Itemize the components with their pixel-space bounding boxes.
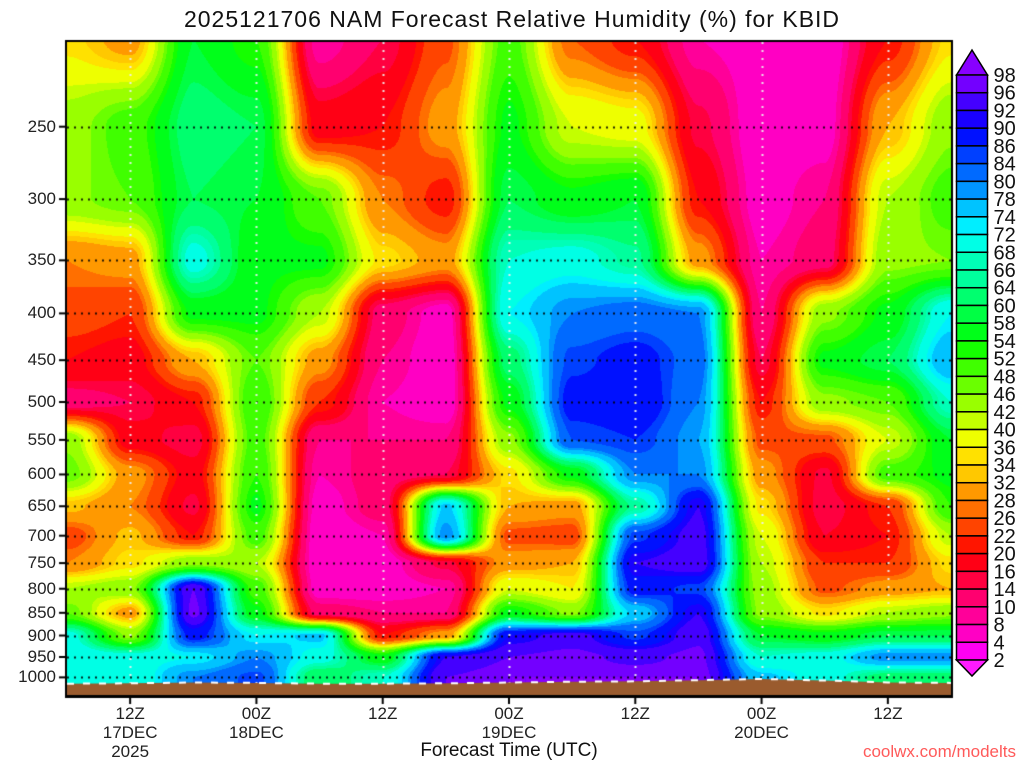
pressure-tick-label: 950	[27, 647, 56, 666]
colorbar-cell	[955, 446, 989, 466]
colorbar-tick-label: 14	[994, 579, 1016, 601]
colorbar-tick-label: 92	[994, 100, 1016, 122]
colorbar-tick-label: 98	[994, 65, 1016, 87]
colorbar-tick-label: 48	[994, 366, 1016, 388]
colorbar-cell	[955, 180, 989, 200]
colorbar-tick-label: 42	[994, 402, 1016, 424]
time-tick-label: 00Z 19DEC	[481, 704, 537, 742]
colorbar-cell	[955, 375, 989, 395]
colorbar-tick-label: 20	[994, 544, 1016, 566]
colorbar-cell	[955, 570, 989, 590]
time-tick-label: 12Z	[368, 704, 398, 723]
time-tick-label: 00Z 20DEC	[734, 704, 789, 742]
colorbar-tick-label: 8	[994, 615, 1005, 637]
colorbar-tick-label: 28	[994, 490, 1016, 512]
pressure-tick-label: 850	[27, 602, 56, 622]
colorbar-tick-label: 32	[994, 473, 1016, 495]
pressure-tick-label: 1000	[18, 667, 56, 687]
colorbar-cell	[955, 216, 989, 236]
time-tick-label: 12Z	[620, 704, 650, 723]
colorbar-cell	[955, 74, 989, 94]
colorbar-cell	[955, 198, 989, 218]
pressure-tick-label: 400	[27, 303, 56, 323]
colorbar-tick-label: 34	[994, 455, 1016, 477]
colorbar-arrow-high	[955, 48, 989, 76]
colorbar-tick-label: 66	[994, 260, 1016, 282]
x-axis-title: Forecast Time (UTC)	[420, 740, 598, 761]
colorbar-cell	[955, 91, 989, 112]
colorbar-cell	[955, 233, 989, 254]
pressure-tick-label: 350	[27, 250, 56, 270]
colorbar-tick-label: 36	[994, 437, 1016, 459]
pressure-tick-label: 500	[27, 392, 56, 412]
colorbar-cell	[955, 535, 989, 555]
colorbar-cell	[955, 251, 989, 271]
pressure-tick-label: 800	[27, 578, 56, 598]
colorbar-cell	[955, 304, 989, 324]
colorbar-tick-label: 90	[994, 118, 1016, 140]
colorbar-tick-label: 54	[994, 331, 1016, 353]
colorbar: 9896929086848078747268666460585452484642…	[954, 48, 1016, 678]
colorbar-cell	[955, 606, 989, 626]
colorbar-arrow-low	[954, 659, 990, 678]
colorbar-cell	[955, 357, 989, 378]
colorbar-cell	[955, 411, 989, 431]
colorbar-tick-label: 26	[994, 508, 1016, 530]
colorbar-cell	[955, 162, 989, 183]
colorbar-tick-label: 60	[994, 295, 1016, 317]
pressure-tick-label: 900	[27, 625, 56, 645]
colorbar-tick-label: 2	[994, 650, 1005, 672]
colorbar-cell	[955, 269, 989, 289]
colorbar-tick-label: 74	[994, 207, 1016, 229]
colorbar-cell	[955, 499, 989, 519]
time-tick-label: 00Z 18DEC	[229, 704, 284, 742]
pressure-tick-label: 300	[27, 189, 56, 209]
colorbar-cell	[955, 588, 989, 608]
pressure-tick-label: 250	[27, 116, 56, 136]
colorbar-tick-label: 40	[994, 420, 1016, 442]
colorbar-tick-label: 72	[994, 225, 1016, 247]
colorbar-cell	[955, 517, 989, 537]
colorbar-tick-label: 78	[994, 189, 1016, 211]
colorbar-tick-label: 86	[994, 136, 1016, 158]
colorbar-tick-label: 68	[994, 242, 1016, 264]
pressure-tick-label: 550	[27, 429, 56, 449]
colorbar-cell	[955, 340, 989, 360]
colorbar-tick-label: 52	[994, 349, 1016, 371]
colorbar-cell	[955, 623, 989, 644]
colorbar-tick-label: 22	[994, 526, 1016, 548]
colorbar-tick-label: 4	[994, 632, 1005, 654]
watermark-text: coolwx.com/modelts	[862, 742, 1016, 761]
colorbar-tick-label: 16	[994, 561, 1016, 583]
colorbar-cell	[955, 286, 989, 307]
colorbar-cell	[955, 641, 989, 661]
colorbar-cell	[955, 393, 989, 413]
time-tick-label: 12Z	[873, 704, 903, 723]
colorbar-cell	[955, 127, 989, 147]
colorbar-tick-label: 46	[994, 384, 1016, 406]
colorbar-tick-label: 58	[994, 313, 1016, 335]
pressure-tick-label: 450	[27, 350, 56, 370]
pressure-tick-label: 600	[27, 464, 56, 484]
chart-title: 2025121706 NAM Forecast Relative Humidit…	[183, 6, 841, 32]
colorbar-cell	[955, 464, 989, 484]
colorbar-tick-label: 64	[994, 278, 1016, 300]
colorbar-cell	[955, 145, 989, 165]
colorbar-cell	[955, 428, 989, 449]
colorbar-tick-label: 80	[994, 171, 1016, 193]
colorbar-tick-label: 96	[994, 83, 1016, 105]
pressure-tick-label: 750	[27, 553, 56, 573]
colorbar-cell	[955, 552, 989, 573]
colorbar-cell	[955, 481, 989, 502]
colorbar-tick-label: 84	[994, 154, 1016, 176]
time-tick-label: 12Z 17DEC 2025	[102, 704, 158, 761]
colorbar-cell	[955, 109, 989, 129]
pressure-tick-label: 700	[27, 525, 56, 545]
colorbar-tick-label: 10	[994, 597, 1016, 619]
pressure-tick-label: 650	[27, 496, 56, 516]
colorbar-cell	[955, 322, 989, 342]
